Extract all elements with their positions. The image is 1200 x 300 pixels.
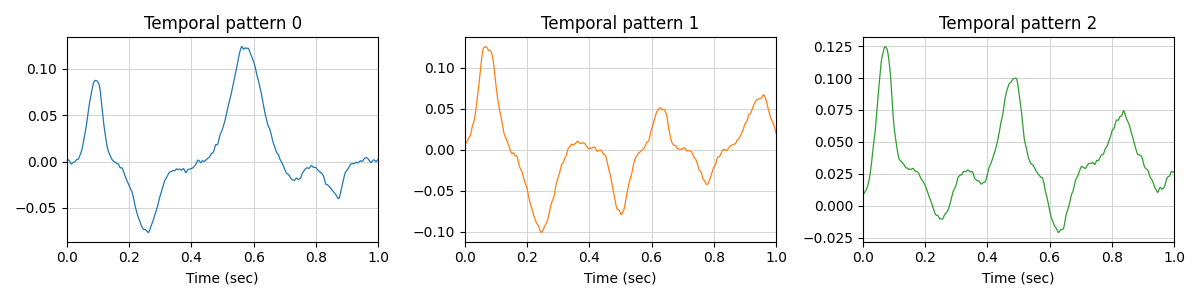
X-axis label: Time (sec): Time (sec) <box>982 271 1055 285</box>
Title: Temporal pattern 2: Temporal pattern 2 <box>940 15 1098 33</box>
X-axis label: Time (sec): Time (sec) <box>186 271 259 285</box>
Title: Temporal pattern 1: Temporal pattern 1 <box>541 15 700 33</box>
X-axis label: Time (sec): Time (sec) <box>584 271 656 285</box>
Title: Temporal pattern 0: Temporal pattern 0 <box>144 15 301 33</box>
